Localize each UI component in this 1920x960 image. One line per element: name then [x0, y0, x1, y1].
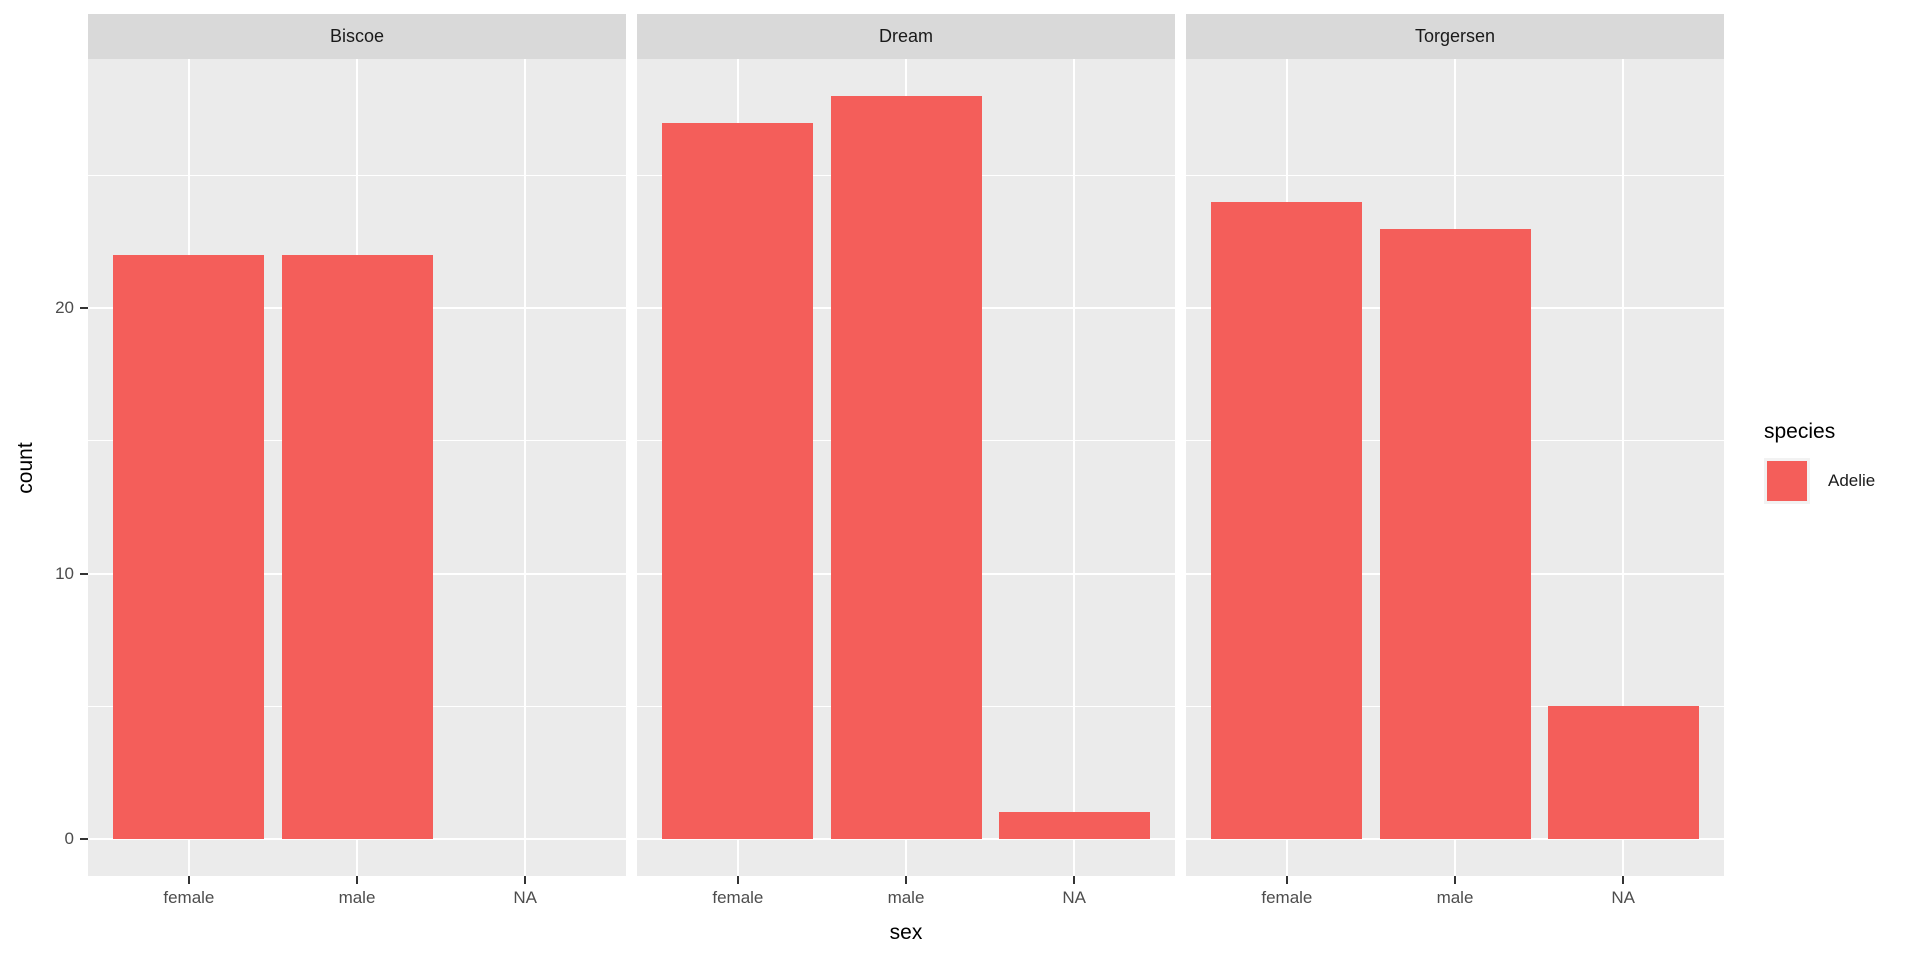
- bar-torgersen-male: [1379, 228, 1531, 839]
- bar-torgersen-female: [1211, 202, 1363, 839]
- facet-strip-label: Torgersen: [1414, 26, 1496, 46]
- y-axis-tick-label: 20: [55, 298, 74, 318]
- x-axis-tick: [187, 876, 190, 884]
- major-gridline-vertical: [1073, 59, 1076, 876]
- legend: species Adelie: [1764, 420, 1875, 504]
- major-gridline-vertical: [524, 59, 527, 876]
- x-axis-tick: [736, 876, 739, 884]
- x-axis-tick: [524, 876, 527, 884]
- y-axis-title: count: [14, 441, 37, 494]
- bar-biscoe-male: [281, 255, 433, 839]
- facet-strip-label: Dream: [878, 26, 933, 46]
- x-axis-tick-label: NA: [513, 888, 537, 907]
- legend-label: Adelie: [1828, 471, 1876, 490]
- x-axis-tick-label: male: [1436, 888, 1474, 907]
- y-axis-tick-label: 0: [64, 828, 74, 848]
- facet-strip-dream: Dream: [637, 14, 1175, 59]
- facet-panel-biscoe: [88, 59, 626, 876]
- facet-strip-torgersen: Torgersen: [1186, 14, 1724, 59]
- bar-torgersen-NA: [1547, 706, 1699, 839]
- x-axis-tick: [1285, 876, 1288, 884]
- x-axis-title: sex: [889, 921, 923, 944]
- x-axis-tick-label: female: [163, 888, 215, 907]
- bar-dream-female: [662, 122, 814, 839]
- x-axis-tick: [1073, 876, 1076, 884]
- facet-panel-torgersen: [1186, 59, 1724, 876]
- legend-title: species: [1764, 420, 1836, 443]
- x-axis-tick-label: female: [712, 888, 764, 907]
- x-axis-tick: [905, 876, 907, 884]
- legend-swatch-adelie: [1767, 461, 1807, 501]
- legend-entry-adelie: Adelie: [1764, 458, 1875, 504]
- bar-dream-NA: [998, 812, 1150, 839]
- x-axis-tick: [1622, 876, 1625, 884]
- facet-strip-biscoe: Biscoe: [88, 14, 626, 59]
- y-axis-tick: [80, 837, 88, 840]
- y-axis-tick: [80, 307, 88, 310]
- major-gridline-vertical: [1622, 59, 1625, 876]
- x-axis-tick: [1454, 876, 1456, 884]
- facet-strip-label: Biscoe: [329, 26, 385, 46]
- x-axis-tick: [356, 876, 358, 884]
- facet-panel-dream: [637, 59, 1175, 876]
- x-axis-tick-label: female: [1261, 888, 1313, 907]
- bar-dream-male: [830, 96, 982, 839]
- x-axis-tick-label: NA: [1062, 888, 1086, 907]
- x-axis-tick-label: NA: [1611, 888, 1635, 907]
- legend-key: [1764, 458, 1810, 504]
- bar-biscoe-female: [113, 255, 265, 839]
- x-axis-tick-label: male: [887, 888, 925, 907]
- y-axis-tick-label: 10: [55, 563, 74, 583]
- x-axis-tick-label: male: [338, 888, 376, 907]
- y-axis-tick: [80, 572, 88, 575]
